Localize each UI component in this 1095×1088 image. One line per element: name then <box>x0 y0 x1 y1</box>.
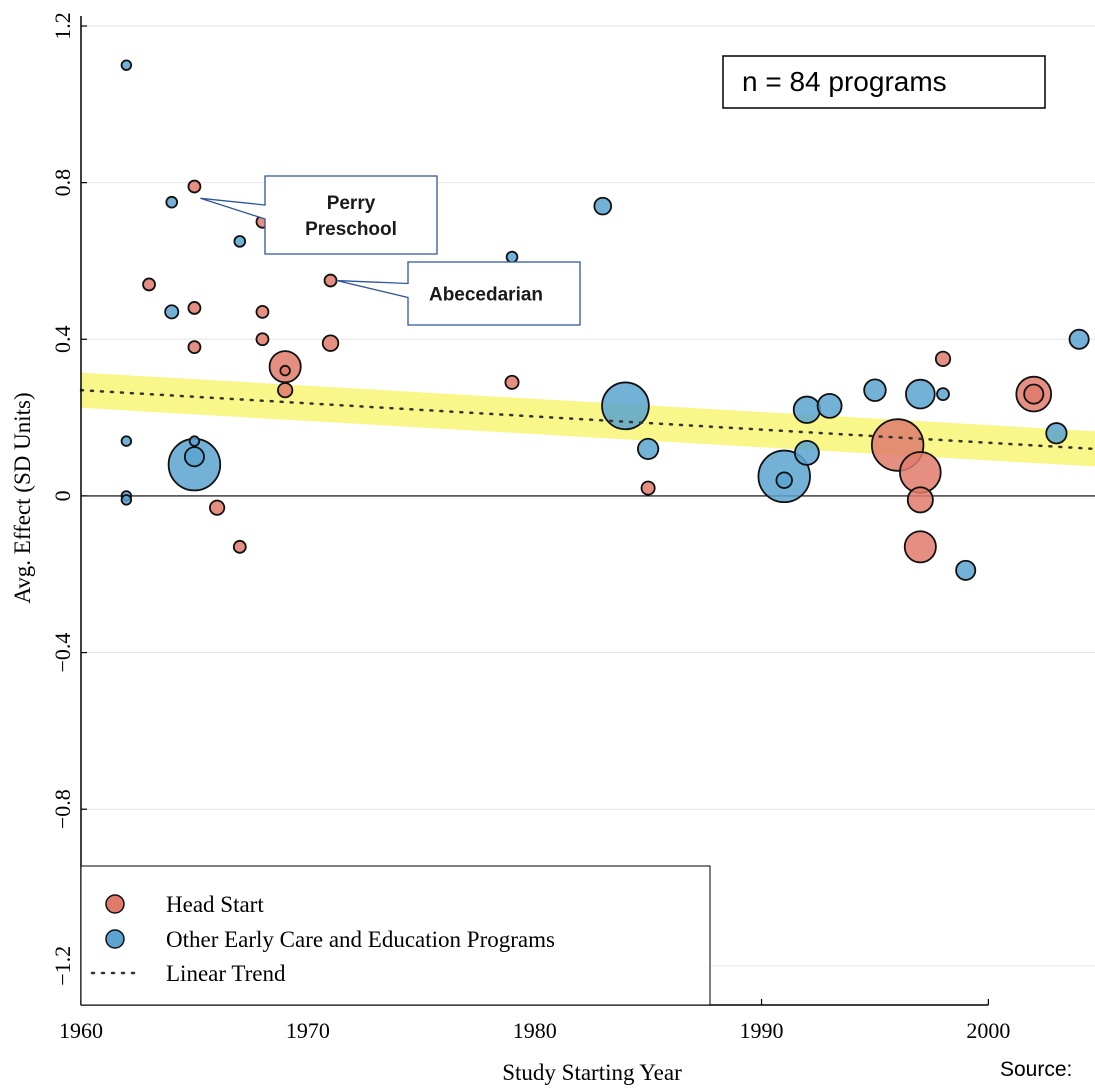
head-start-point <box>255 332 270 347</box>
head-start-point <box>1023 383 1045 405</box>
other-program-point <box>164 304 180 320</box>
legend-label: Linear Trend <box>166 961 286 986</box>
head-start-point <box>903 530 937 564</box>
y-tick-label: 0.8 <box>50 169 75 197</box>
other-program-point <box>183 446 205 468</box>
y-tick-label: 0.4 <box>50 326 75 354</box>
other-program-point <box>794 439 820 466</box>
data-points <box>120 59 1090 581</box>
other-program-point <box>955 559 977 581</box>
legend-box <box>80 865 711 1006</box>
other-program-point <box>1068 328 1090 350</box>
head-start-point <box>142 277 156 292</box>
linear-trend-line <box>79 388 1095 451</box>
callout-shape <box>336 261 581 326</box>
other-program-point <box>863 378 887 402</box>
head-start-point <box>640 480 656 496</box>
head-start-point <box>323 273 338 288</box>
other-program-point <box>120 494 133 506</box>
other-program-point <box>120 59 133 71</box>
other-program-point <box>792 395 822 424</box>
count-box: n = 84 programs <box>722 55 1046 109</box>
callout-shape <box>200 175 438 255</box>
head-start-point <box>279 364 291 377</box>
callouts: Perry Preschool Abecedarian <box>200 175 581 326</box>
head-start-point <box>934 350 952 367</box>
legend-marker <box>105 929 125 949</box>
callout-perry-preschool: Perry Preschool <box>200 175 438 255</box>
legend-label: Head Start <box>166 892 264 917</box>
callout-label: Preschool <box>305 219 397 240</box>
x-tick-label: 1960 <box>59 1018 103 1043</box>
head-start-point <box>504 374 520 390</box>
y-tick-label: −0.4 <box>50 633 75 673</box>
legend: Head Start Other Early Care and Education… <box>80 865 711 1006</box>
other-program-point <box>1045 422 1068 445</box>
legend-label: Other Early Care and Education Programs <box>166 927 555 952</box>
other-program-point <box>165 195 179 209</box>
x-tick-label: 2000 <box>966 1018 1010 1043</box>
other-program-point <box>637 437 660 461</box>
other-program-point <box>120 435 133 447</box>
other-program-point <box>905 378 936 410</box>
other-program-point <box>188 435 201 447</box>
legend-marker <box>105 894 125 914</box>
tick-labels: 1960 1970 1980 1990 2000 −1.2 −0.8 −0.4 0 0.4 0.8 1… <box>50 12 1010 1043</box>
y-tick-label: 0 <box>50 490 75 501</box>
y-axis-title: Avg. Effect (SD Units) <box>10 392 35 603</box>
other-program-point <box>593 196 613 216</box>
head-start-point <box>187 340 202 355</box>
other-program-point <box>233 235 247 248</box>
head-start-point <box>321 334 340 352</box>
count-label: n = 84 programs <box>742 66 947 97</box>
x-tick-label: 1980 <box>513 1018 557 1043</box>
head-start-point <box>906 486 934 514</box>
head-start-point <box>277 382 294 399</box>
head-start-point <box>232 539 247 554</box>
head-start-point <box>187 301 202 315</box>
x-tick-label: 1970 <box>286 1018 330 1043</box>
other-program-point <box>775 471 793 489</box>
trend-band-shape <box>81 372 1095 467</box>
y-tick-label: −1.2 <box>50 946 75 986</box>
trend-line <box>79 388 1095 451</box>
other-program-point <box>601 381 650 431</box>
y-tick-label: 1.2 <box>50 12 75 40</box>
trend-band <box>81 372 1095 467</box>
other-program-point <box>936 387 950 402</box>
x-axis-title: Study Starting Year <box>502 1060 682 1085</box>
other-program-point <box>505 250 519 264</box>
other-program-point <box>816 392 843 419</box>
source-label: Source: <box>1000 1058 1072 1081</box>
head-start-point <box>255 304 270 319</box>
x-tick-label: 1990 <box>740 1018 784 1043</box>
head-start-point <box>209 499 226 516</box>
callout-label: Abecedarian <box>429 285 543 306</box>
y-tick-label: −0.8 <box>50 789 75 829</box>
head-start-point <box>187 179 202 194</box>
callout-label: Perry <box>327 193 376 214</box>
callout-abecedarian: Abecedarian <box>336 261 581 326</box>
